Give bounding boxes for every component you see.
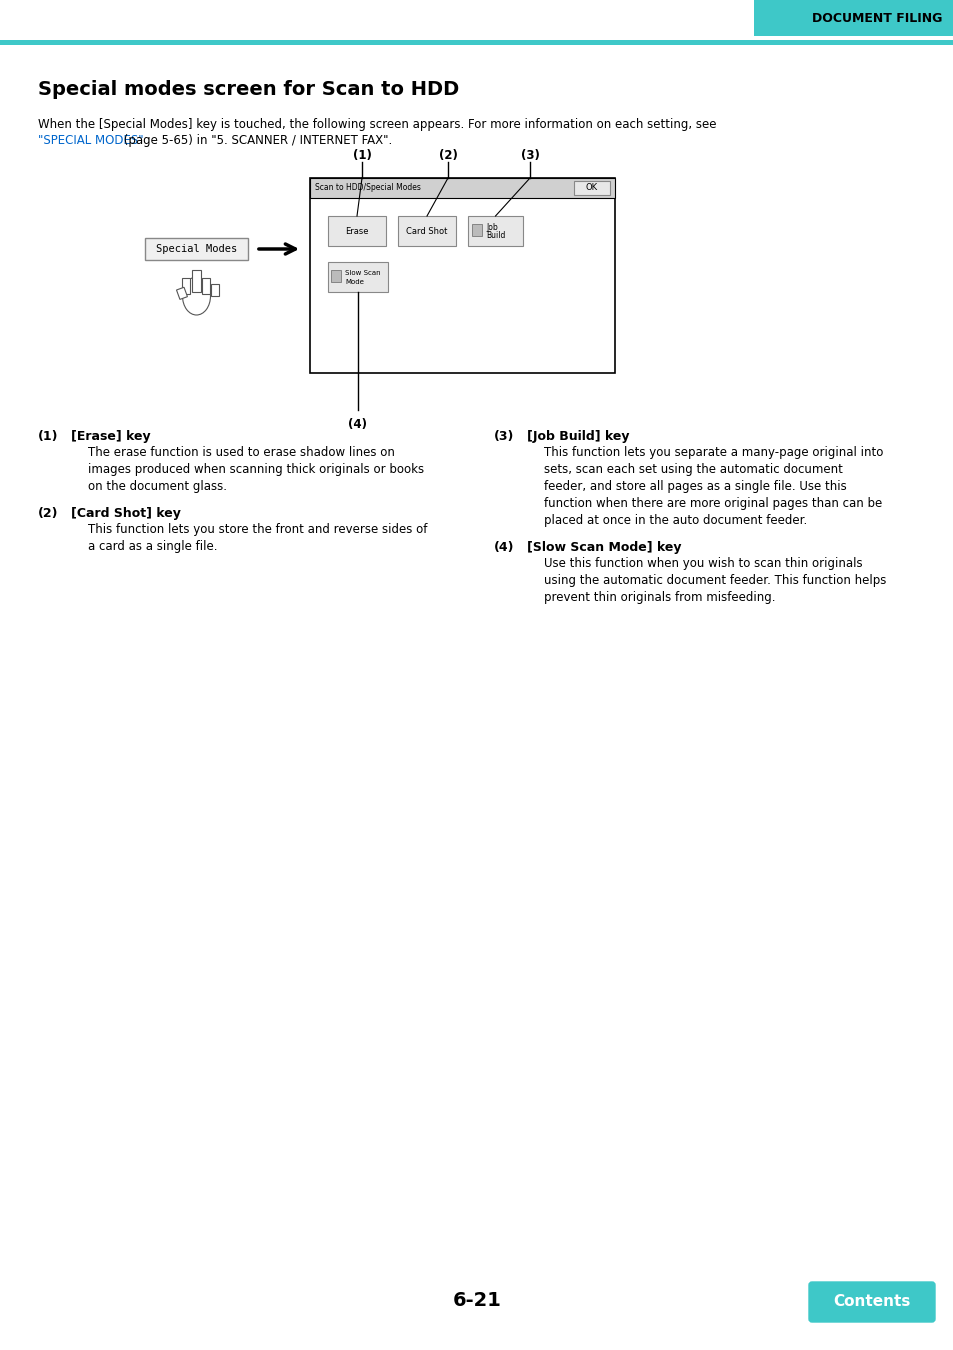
Text: Mode: Mode bbox=[345, 279, 363, 285]
Text: This function lets you store the front and reverse sides of: This function lets you store the front a… bbox=[88, 522, 427, 536]
Text: (4): (4) bbox=[348, 418, 367, 431]
Bar bbox=[397, 216, 456, 246]
Text: Slow Scan: Slow Scan bbox=[345, 270, 380, 275]
Text: Use this function when you wish to scan thin originals: Use this function when you wish to scan … bbox=[543, 558, 862, 570]
Text: (4): (4) bbox=[494, 541, 514, 554]
Text: on the document glass.: on the document glass. bbox=[88, 481, 227, 493]
Text: [Erase] key: [Erase] key bbox=[71, 431, 151, 443]
Bar bbox=[753, 0, 953, 36]
Text: Contents: Contents bbox=[832, 1295, 910, 1309]
Text: a card as a single file.: a card as a single file. bbox=[88, 540, 217, 553]
Ellipse shape bbox=[182, 277, 211, 315]
Bar bbox=[328, 216, 386, 246]
Text: [Job Build] key: [Job Build] key bbox=[526, 431, 629, 443]
Text: (3): (3) bbox=[520, 148, 538, 162]
Bar bbox=[145, 238, 248, 261]
Bar bbox=[331, 270, 340, 282]
Text: (page 5-65) in "5. SCANNER / INTERNET FAX".: (page 5-65) in "5. SCANNER / INTERNET FA… bbox=[120, 134, 392, 147]
Text: using the automatic document feeder. This function helps: using the automatic document feeder. Thi… bbox=[543, 574, 885, 587]
Bar bbox=[212, 284, 219, 296]
Bar bbox=[193, 270, 201, 292]
Bar bbox=[0, 40, 953, 45]
Text: (2): (2) bbox=[38, 508, 58, 520]
Text: "SPECIAL MODES": "SPECIAL MODES" bbox=[38, 134, 144, 147]
Text: [Card Shot] key: [Card Shot] key bbox=[71, 508, 181, 520]
Text: Erase: Erase bbox=[345, 227, 369, 235]
Text: Build: Build bbox=[485, 231, 505, 240]
Text: Special Modes: Special Modes bbox=[155, 244, 237, 254]
Text: [Slow Scan Mode] key: [Slow Scan Mode] key bbox=[526, 541, 680, 554]
Text: The erase function is used to erase shadow lines on: The erase function is used to erase shad… bbox=[88, 446, 395, 459]
Bar bbox=[202, 278, 211, 294]
Text: This function lets you separate a many-page original into: This function lets you separate a many-p… bbox=[543, 446, 882, 459]
Text: 6-21: 6-21 bbox=[452, 1291, 501, 1310]
Bar bbox=[310, 178, 615, 198]
Bar bbox=[328, 262, 388, 292]
Bar bbox=[310, 178, 615, 373]
Bar bbox=[472, 224, 481, 236]
Bar bbox=[574, 181, 609, 194]
Text: function when there are more original pages than can be: function when there are more original pa… bbox=[543, 497, 882, 510]
Text: feeder, and store all pages as a single file. Use this: feeder, and store all pages as a single … bbox=[543, 481, 846, 493]
Text: sets, scan each set using the automatic document: sets, scan each set using the automatic … bbox=[543, 463, 842, 477]
Text: images produced when scanning thick originals or books: images produced when scanning thick orig… bbox=[88, 463, 424, 477]
Text: Special modes screen for Scan to HDD: Special modes screen for Scan to HDD bbox=[38, 80, 458, 99]
Bar bbox=[182, 278, 191, 294]
Text: Job: Job bbox=[485, 223, 497, 231]
Bar bbox=[468, 216, 522, 246]
Text: prevent thin originals from misfeeding.: prevent thin originals from misfeeding. bbox=[543, 591, 775, 603]
Text: (2): (2) bbox=[438, 148, 456, 162]
Text: (1): (1) bbox=[353, 148, 371, 162]
Text: placed at once in the auto document feeder.: placed at once in the auto document feed… bbox=[543, 514, 806, 526]
Text: Card Shot: Card Shot bbox=[406, 227, 447, 235]
Text: DOCUMENT FILING: DOCUMENT FILING bbox=[811, 12, 941, 24]
Text: (1): (1) bbox=[38, 431, 58, 443]
Bar bbox=[176, 288, 187, 300]
Text: (3): (3) bbox=[494, 431, 514, 443]
Text: When the [Special Modes] key is touched, the following screen appears. For more : When the [Special Modes] key is touched,… bbox=[38, 117, 716, 131]
Text: OK: OK bbox=[585, 184, 598, 193]
FancyBboxPatch shape bbox=[808, 1282, 934, 1322]
Text: Scan to HDD/Special Modes: Scan to HDD/Special Modes bbox=[314, 184, 420, 193]
